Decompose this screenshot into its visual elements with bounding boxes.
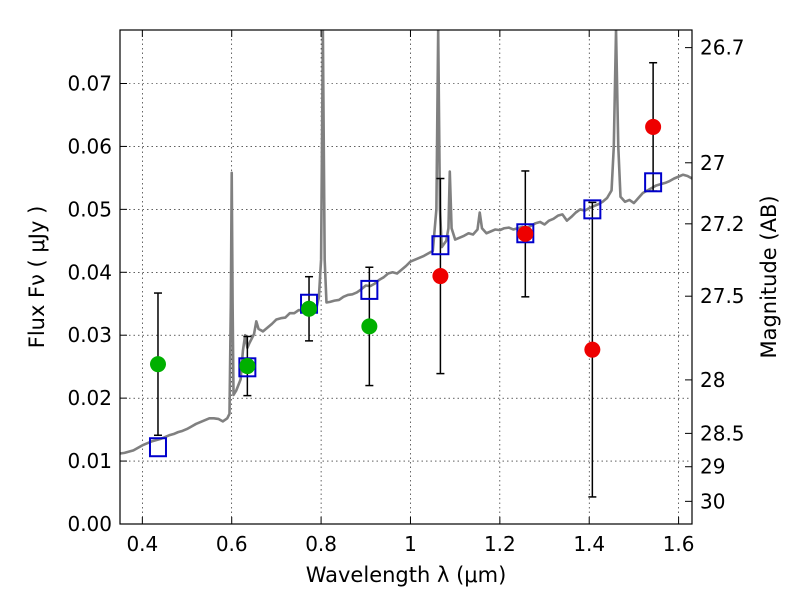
red-data-point	[432, 268, 449, 285]
synthetic-flux-square	[644, 172, 663, 193]
y-tick-label: 0.01	[67, 449, 112, 473]
y-tick-label: 0.07	[67, 71, 112, 95]
green-data-point	[361, 318, 378, 335]
green-data-point	[239, 358, 256, 375]
y-tick-label: 0.05	[67, 197, 112, 221]
synthetic-flux-square	[516, 223, 535, 244]
synthetic-flux-square	[148, 437, 167, 458]
y-tick-label: 0.02	[67, 386, 112, 410]
y-tick-label: 0.06	[67, 134, 112, 158]
x-tick-label: 1.4	[573, 532, 605, 556]
red-data-point	[517, 225, 534, 242]
y-tick-label: 0.00	[67, 512, 112, 536]
synthetic-flux-square	[360, 279, 379, 300]
plot-frame	[119, 29, 693, 525]
x-tick-label: 1.2	[484, 532, 516, 556]
green-data-point	[301, 300, 318, 317]
secondary-y-axis-title: Magnitude (AB)	[757, 195, 781, 358]
y-tick-label: 0.04	[67, 260, 112, 284]
red-data-point	[645, 118, 662, 135]
y2-tick-label: 27.2	[700, 212, 745, 236]
grid-lines	[120, 30, 692, 525]
red-data-point	[584, 341, 601, 358]
y-axis-title: Flux Fν ( μJy )	[25, 206, 49, 349]
green-data-point	[149, 356, 166, 373]
y2-tick-label: 28.5	[700, 421, 745, 445]
synthetic-flux-square	[583, 199, 602, 220]
x-axis-title: Wavelength λ (μm)	[306, 563, 507, 587]
axis-ticks	[120, 30, 692, 525]
y2-tick-label: 26.7	[700, 36, 745, 60]
y-tick-label: 0.03	[67, 323, 112, 347]
synthetic-flux-square	[431, 235, 450, 256]
y2-tick-label: 30	[700, 489, 725, 513]
model-spectrum-line	[120, 30, 692, 455]
plot-area	[120, 30, 692, 498]
y2-tick-label: 29	[700, 455, 725, 479]
x-tick-label: 0.4	[126, 532, 158, 556]
y2-tick-label: 28	[700, 368, 725, 392]
y2-tick-label: 27.5	[700, 284, 745, 308]
y2-tick-label: 27	[700, 151, 725, 175]
x-tick-label: 1.6	[663, 532, 695, 556]
x-tick-label: 0.8	[305, 532, 337, 556]
tick-labels: 0.4 0.6 0.8 1 1.2 1.4 1.6 0.00 0.01 0.02 0.03 0.04 0…	[67, 36, 744, 556]
x-tick-label: 0.6	[216, 532, 248, 556]
x-tick-label: 1	[404, 532, 417, 556]
